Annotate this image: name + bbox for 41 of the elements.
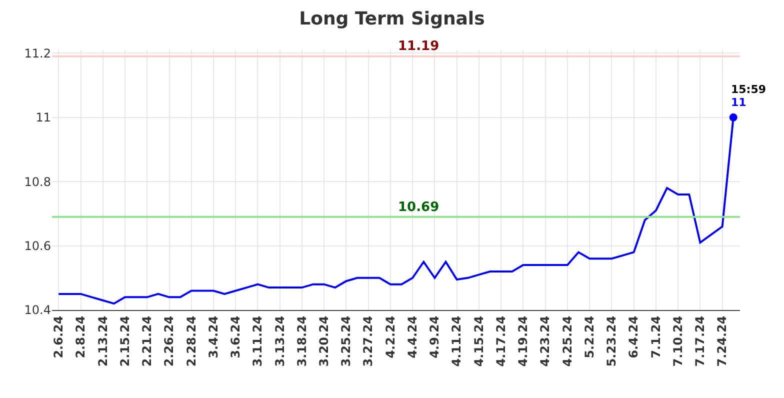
annotation: 11 (731, 96, 746, 109)
y-tick-label: 10.8 (24, 174, 51, 189)
x-tick-label: 4.9.24 (428, 316, 442, 358)
x-tick-label: 4.11.24 (450, 316, 464, 367)
x-tick-label: 3.13.24 (272, 316, 287, 367)
y-tick-label: 11 (36, 110, 51, 125)
x-tick-label: 3.6.24 (228, 316, 243, 358)
x-tick-label: 4.19.24 (516, 316, 530, 367)
annotation: 15:59 (731, 83, 766, 96)
x-tick-label: 7.1.24 (648, 316, 663, 358)
x-tick-label: 2.13.24 (96, 316, 110, 367)
x-tick-label: 7.24.24 (715, 316, 730, 367)
x-tick-label: 5.23.24 (604, 316, 619, 367)
chart-title: Long Term Signals (299, 8, 485, 30)
x-tick-label: 3.11.24 (250, 316, 265, 367)
x-tick-label: 4.2.24 (383, 316, 398, 358)
x-tick-label: 2.8.24 (74, 316, 88, 358)
x-tick-label: 6.4.24 (626, 316, 641, 358)
x-tick-label: 2.21.24 (140, 316, 154, 367)
x-tick-label: 4.23.24 (538, 316, 552, 367)
x-tick-label: 4.15.24 (472, 316, 486, 367)
x-tick-label: 2.6.24 (52, 316, 66, 358)
x-tick-label: 3.25.24 (339, 316, 354, 367)
x-tick-label: 2.28.24 (184, 316, 198, 367)
y-tick-label: 11.2 (24, 46, 51, 60)
x-tick-label: 4.4.24 (405, 316, 420, 358)
x-tick-label: 2.15.24 (118, 316, 132, 367)
x-tick-label: 7.10.24 (670, 316, 685, 367)
x-tick-label: 3.27.24 (361, 316, 376, 367)
x-tick-label: 3.18.24 (294, 316, 309, 367)
x-tick-label: 5.2.24 (582, 316, 596, 358)
x-tick-label: 4.25.24 (560, 316, 574, 367)
y-tick-label: 10.4 (24, 303, 51, 318)
ref-line-label: 11.19 (398, 39, 440, 54)
x-tick-label: 2.26.24 (162, 316, 176, 367)
y-tick-label: 10.6 (24, 239, 51, 253)
x-tick-label: 4.17.24 (494, 316, 508, 367)
x-tick-label: 3.4.24 (206, 316, 220, 358)
x-tick-label: 3.20.24 (317, 316, 331, 367)
x-tick-label: 7.17.24 (693, 316, 708, 367)
ref-line-label: 10.69 (398, 200, 440, 215)
